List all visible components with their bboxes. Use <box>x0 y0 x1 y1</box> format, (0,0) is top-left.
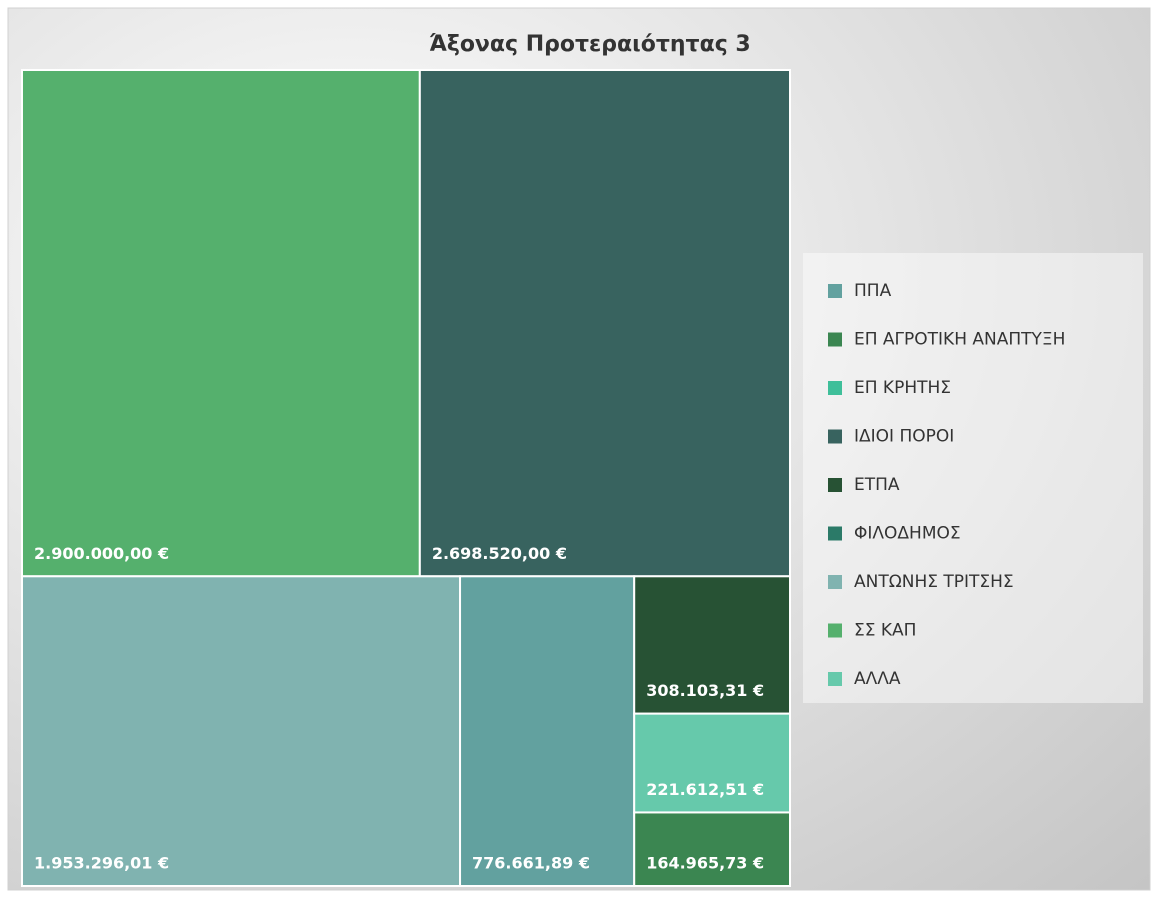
tile-label: 2.698.520,00 € <box>432 544 567 563</box>
legend-label: ΕΠ ΚΡΗΤΗΣ <box>854 378 951 398</box>
tile-label: 221.612,51 € <box>646 780 764 799</box>
legend-label: ΑΛΛΑ <box>854 669 901 689</box>
legend-label: ΣΣ ΚΑΠ <box>854 621 916 641</box>
tile <box>21 575 462 888</box>
legend-box <box>803 253 1143 703</box>
legend-label: ΦΙΛΟΔΗΜΟΣ <box>854 524 961 544</box>
legend-label: ΠΠΑ <box>854 281 892 301</box>
legend-label: ΑΝΤΩΝΗΣ ΤΡΙΤΣΗΣ <box>854 572 1014 592</box>
legend-swatch <box>828 623 842 638</box>
legend-label: ΕΤΠΑ <box>854 475 900 495</box>
tile <box>633 575 791 715</box>
tile <box>459 575 636 888</box>
chart-title: Άξονας Προτεραιότητας 3 <box>429 32 750 57</box>
tile <box>418 69 791 578</box>
legend-label: ΙΔΙΟΙ ΠΟΡΟΙ <box>854 427 954 447</box>
tile-label: 164.965,73 € <box>646 854 764 873</box>
tile <box>633 811 791 887</box>
legend-swatch <box>828 332 842 347</box>
legend-label: ΕΠ ΑΓΡΟΤΙΚΗ ΑΝΑΠΤΥΞΗ <box>854 330 1065 350</box>
tile <box>633 712 791 814</box>
legend-swatch <box>828 672 842 686</box>
legend-swatch <box>828 526 842 541</box>
legend-swatch <box>828 429 842 444</box>
legend-swatch <box>828 575 842 589</box>
legend-swatch <box>828 381 842 395</box>
tile-label: 308.103,31 € <box>646 681 764 700</box>
legend-swatch <box>828 284 842 298</box>
tile <box>21 69 421 578</box>
legend-swatch <box>828 478 842 492</box>
tile-label: 2.900.000,00 € <box>34 544 169 563</box>
tile-label: 1.953.296,01 € <box>34 854 169 873</box>
tile-label: 776.661,89 € <box>472 854 590 873</box>
